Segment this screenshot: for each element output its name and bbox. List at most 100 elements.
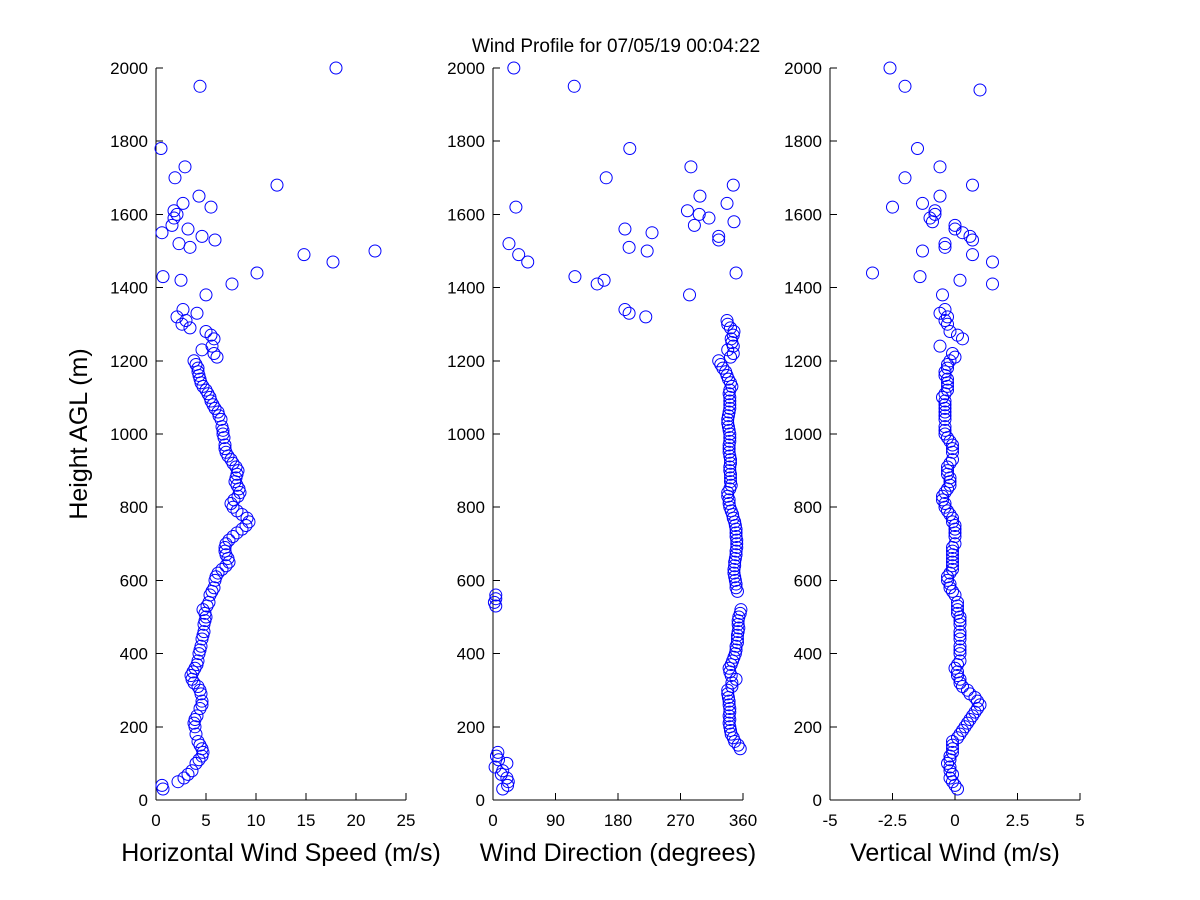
speed-data-point bbox=[195, 742, 209, 756]
direction-data-point bbox=[622, 240, 636, 254]
speed-data-point bbox=[191, 654, 205, 668]
speed-data-point bbox=[195, 698, 209, 712]
speed-data-point bbox=[199, 325, 213, 339]
direction-data-point bbox=[727, 215, 741, 229]
direction-data-point bbox=[723, 705, 737, 719]
vertical-data-point bbox=[938, 398, 952, 412]
vertical-data-point bbox=[933, 160, 947, 174]
direction-data-point bbox=[729, 548, 743, 562]
vertical-data-point bbox=[936, 489, 949, 503]
vertical-data-point bbox=[943, 434, 957, 448]
vertical-data-point bbox=[951, 669, 964, 683]
vertical-y-tick-label: 1200 bbox=[784, 352, 822, 371]
speed-data-point bbox=[190, 709, 204, 723]
vertical-data-point bbox=[953, 273, 967, 287]
speed-y-tick-label: 600 bbox=[120, 571, 148, 590]
direction-x-tick-label: 360 bbox=[729, 811, 757, 830]
vertical-data-point bbox=[938, 423, 952, 437]
vertical-data-point bbox=[966, 178, 979, 192]
direction-data-point bbox=[726, 178, 740, 192]
vertical-data-point bbox=[946, 767, 959, 781]
direction-data-point bbox=[723, 401, 737, 415]
speed-y-tick-label: 2000 bbox=[110, 59, 148, 78]
vertical-data-point bbox=[946, 544, 959, 558]
speed-data-point bbox=[193, 79, 207, 93]
direction-data-point bbox=[723, 464, 737, 478]
vertical-data-point bbox=[941, 460, 954, 474]
vertical-data-point bbox=[951, 606, 964, 620]
vertical-data-point bbox=[958, 720, 972, 734]
speed-data-point bbox=[184, 669, 198, 683]
vertical-data-point bbox=[938, 314, 952, 328]
vertical-data-point bbox=[938, 365, 952, 379]
direction-data-point bbox=[722, 497, 736, 511]
speed-data-point bbox=[156, 270, 170, 284]
vertical-data-point bbox=[913, 270, 927, 284]
vertical-data-point bbox=[946, 562, 959, 576]
direction-y-tick-label: 1400 bbox=[447, 279, 485, 298]
direction-y-tick-label: 0 bbox=[476, 791, 485, 810]
direction-data-point bbox=[507, 61, 521, 75]
speed-data-point bbox=[224, 497, 238, 511]
direction-data-point bbox=[719, 365, 733, 379]
vertical-data-point bbox=[943, 760, 957, 774]
speed-data-point bbox=[270, 178, 284, 192]
speed-data-point bbox=[177, 771, 191, 785]
direction-y-tick-label: 1800 bbox=[447, 132, 485, 151]
vertical-data-point bbox=[866, 266, 879, 280]
vertical-data-point bbox=[936, 493, 949, 507]
vertical-data-point bbox=[953, 647, 967, 661]
vertical-data-point bbox=[946, 551, 959, 565]
vertical-data-point bbox=[973, 698, 987, 712]
vertical-data-point bbox=[956, 723, 969, 737]
direction-data-point bbox=[723, 431, 737, 445]
direction-data-point bbox=[500, 756, 514, 770]
vertical-data-point bbox=[946, 555, 959, 569]
direction-data-point bbox=[693, 189, 707, 203]
speed-data-point bbox=[201, 387, 215, 401]
direction-data-point bbox=[720, 314, 734, 328]
speed-data-point bbox=[222, 533, 236, 547]
speed-data-point bbox=[329, 61, 343, 75]
vertical-data-point bbox=[953, 632, 967, 646]
direction-data-point bbox=[720, 196, 734, 210]
vertical-data-point bbox=[946, 346, 959, 360]
direction-data-point bbox=[512, 248, 526, 262]
speed-data-point bbox=[181, 222, 195, 236]
vertical-data-point bbox=[898, 79, 912, 93]
direction-data-point bbox=[729, 529, 743, 543]
vertical-data-point bbox=[941, 317, 954, 331]
direction-data-point bbox=[730, 632, 744, 646]
vertical-y-tick-label: 600 bbox=[794, 571, 822, 590]
speed-data-point bbox=[199, 288, 213, 302]
direction-y-tick-label: 600 bbox=[457, 571, 485, 590]
vertical-data-point bbox=[941, 573, 954, 587]
speed-data-point bbox=[219, 537, 233, 551]
speed-y-tick-label: 0 bbox=[139, 791, 148, 810]
vertical-data-point bbox=[936, 390, 949, 404]
speed-data-point bbox=[297, 248, 311, 262]
vertical-data-point bbox=[953, 625, 967, 639]
speed-y-tick-label: 800 bbox=[120, 498, 148, 517]
speed-data-point bbox=[187, 354, 201, 368]
direction-data-point bbox=[724, 332, 738, 346]
direction-data-point bbox=[712, 354, 726, 368]
direction-data-point bbox=[684, 160, 698, 174]
speed-data-point bbox=[188, 712, 202, 726]
vertical-data-point bbox=[883, 61, 897, 75]
speed-data-point bbox=[172, 237, 186, 251]
vertical-data-point bbox=[938, 303, 952, 317]
speed-y-tick-label: 1000 bbox=[110, 425, 148, 444]
direction-y-tick-label: 800 bbox=[457, 498, 485, 517]
vertical-data-point bbox=[963, 687, 977, 701]
vertical-data-point bbox=[941, 464, 954, 478]
speed-data-point bbox=[216, 427, 230, 441]
y-axis-title: Height AGL (m) bbox=[65, 348, 93, 519]
direction-x-tick-label: 0 bbox=[488, 811, 497, 830]
speed-data-point bbox=[195, 694, 209, 708]
vertical-data-point bbox=[951, 731, 964, 745]
direction-data-point bbox=[724, 321, 737, 335]
direction-data-point bbox=[712, 229, 726, 243]
